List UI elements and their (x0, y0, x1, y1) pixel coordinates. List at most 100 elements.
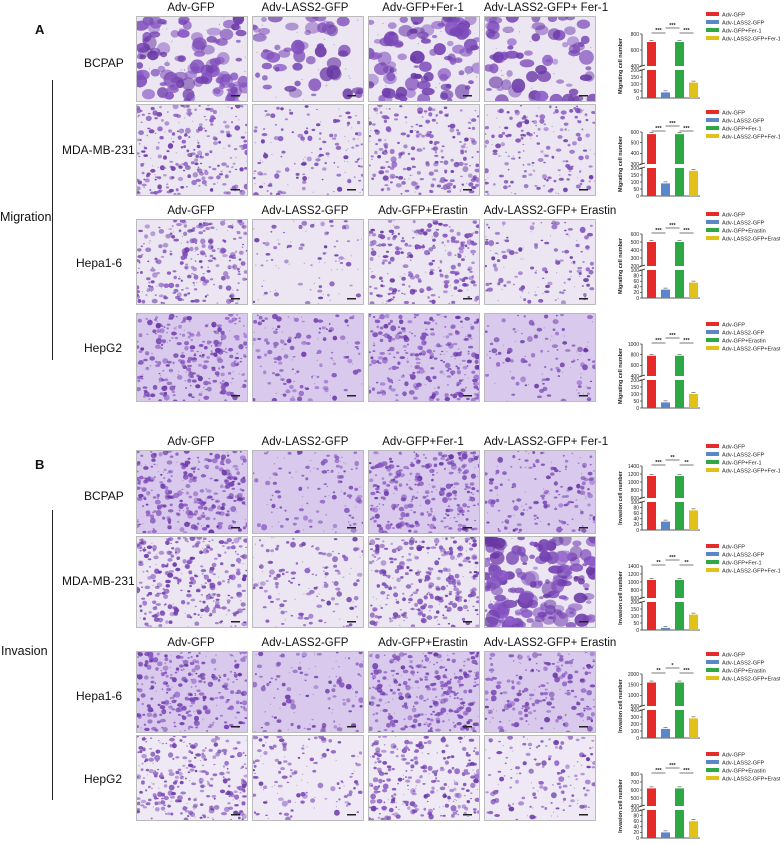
bar-4 (689, 171, 698, 196)
y-tick-label: 60 (633, 279, 639, 285)
col-title-b-1: Adv-GFP (136, 436, 246, 448)
significance-label: *** (655, 126, 662, 132)
bar-chart-2: Adv-GFPAdv-LASS2-GFPAdv-GFP+Fer-1Adv-LAS… (612, 106, 780, 202)
micrograph-a-bcpap-4 (484, 16, 596, 102)
bar-chart-4: Adv-GFPAdv-LASS2-GFPAdv-GFP+ErastinAdv-L… (612, 318, 780, 414)
legend-label-2: Adv-LASS2-GFP (722, 119, 765, 125)
legend-label-3: Adv-GFP+Erastin (722, 339, 766, 345)
col-title-a-1: Adv-GFP (136, 2, 246, 14)
y-tick-label: 300 (631, 715, 640, 721)
y-tick-label: 0 (636, 194, 639, 200)
legend-label-4: Adv-LASS2-GFP+Fer-1 (722, 135, 780, 141)
bar-3-upper (675, 356, 684, 376)
y-tick-label: 50 (633, 399, 639, 405)
y-tick-label: 300 (631, 256, 640, 262)
legend-label-4: Adv-LASS2-GFP+Fer-1 (722, 469, 780, 475)
y-tick-label: 800 (631, 772, 640, 778)
y-tick-label: 600 (631, 788, 640, 794)
y-tick-label: 1400 (628, 564, 639, 570)
y-tick-label: 100 (631, 392, 640, 398)
legend-label-3: Adv-GFP+Erastin (722, 769, 766, 775)
legend-swatch-1 (706, 752, 719, 756)
bar-1-upper (647, 356, 656, 376)
y-axis-label: Invasion cell number (618, 570, 624, 625)
col-title-a-2: Adv-LASS2-GFP (250, 2, 360, 14)
bar-chart-3: Adv-GFPAdv-LASS2-GFPAdv-GFP+ErastinAdv-L… (612, 208, 780, 304)
significance-label: *** (683, 28, 690, 34)
bar-3-upper (675, 580, 684, 598)
divider-b (52, 510, 53, 800)
y-tick-label: 50 (633, 187, 639, 193)
y-tick-label: 150 (631, 173, 640, 179)
legend-swatch-3 (706, 228, 719, 232)
y-axis-label: Migrating cell number (618, 347, 624, 404)
col-title-a-erastin-2: Adv-LASS2-GFP (250, 205, 360, 217)
legend-label-1: Adv-GFP (722, 753, 745, 759)
significance-label: *** (683, 126, 690, 132)
y-tick-label: 800 (631, 32, 640, 38)
y-tick-label: 40 (633, 517, 639, 523)
y-tick-label: 200 (631, 166, 640, 172)
y-tick-label: 80 (633, 813, 639, 819)
micrograph-a-hepa1-6-1 (136, 219, 248, 305)
y-tick-label: 0 (636, 628, 639, 634)
micrograph-a-mda-mb-231-4 (484, 104, 596, 196)
bar-3-lower (675, 168, 684, 196)
significance-label: *** (655, 460, 662, 466)
legend-label-1: Adv-GFP (722, 111, 745, 117)
significance-label: *** (655, 338, 662, 344)
legend-label-3: Adv-GFP+Fer-1 (722, 461, 762, 467)
y-tick-label: 400 (631, 151, 640, 157)
y-tick-label: 0 (636, 406, 639, 412)
legend-swatch-2 (706, 20, 719, 24)
bar-3-upper (675, 134, 684, 164)
legend-swatch-3 (706, 768, 719, 772)
significance-label: *** (655, 228, 662, 234)
y-axis-label: Invasion cell number (618, 470, 624, 525)
y-axis-label: Invasion cell number (618, 678, 624, 733)
col-title-b-3: Adv-GFP+Fer-1 (368, 436, 478, 448)
bar-1-lower (647, 810, 656, 838)
y-tick-label: 50 (633, 621, 639, 627)
row-label-b-hepa: Hepa1-6 (76, 689, 122, 703)
y-tick-label: 40 (633, 285, 639, 291)
bar-3-upper (675, 476, 684, 498)
micrograph-a-hepg2-3 (368, 313, 480, 402)
bar-1-lower (647, 380, 656, 408)
bar-2 (661, 729, 670, 738)
legend-swatch-4 (706, 36, 719, 40)
panel-letter-a: A (35, 22, 44, 37)
bar-2 (661, 290, 670, 298)
y-axis-label: Invasion cell number (618, 778, 624, 833)
micrograph-a-hepa1-6-3 (368, 219, 480, 305)
legend-swatch-2 (706, 330, 719, 334)
significance-label: *** (669, 121, 676, 127)
y-tick-label: 600 (631, 48, 640, 54)
micrograph-b-bcpap-4 (484, 450, 596, 534)
legend-label-1: Adv-GFP (722, 545, 745, 551)
legend-label-4: Adv-LASS2-GFP+Fer-1 (722, 37, 780, 43)
micrograph-a-mda-mb-231-1 (136, 104, 248, 196)
legend-label-3: Adv-GFP+Erastin (722, 669, 766, 675)
significance-label: *** (683, 668, 690, 674)
legend-swatch-2 (706, 760, 719, 764)
y-tick-label: 100 (631, 808, 640, 814)
y-tick-label: 2000 (628, 672, 639, 678)
significance-label: *** (655, 28, 662, 34)
row-label-a-hepa: Hepa1-6 (76, 256, 122, 270)
legend-label-2: Adv-LASS2-GFP (722, 331, 765, 337)
y-tick-label: 600 (631, 130, 640, 136)
bar-3-lower (675, 810, 684, 838)
y-tick-label: 40 (633, 825, 639, 831)
bar-3-upper (675, 788, 684, 806)
legend-swatch-2 (706, 220, 719, 224)
micrograph-b-hepa1-6-2 (252, 651, 364, 733)
y-tick-label: 60 (633, 819, 639, 825)
y-tick-label: 60 (633, 511, 639, 517)
bar-1-lower (647, 710, 656, 738)
bar-1-upper (647, 683, 656, 706)
col-title-a-3: Adv-GFP+Fer-1 (368, 2, 478, 14)
legend-label-2: Adv-LASS2-GFP (722, 553, 765, 559)
legend-swatch-4 (706, 676, 719, 680)
col-title-b-2: Adv-LASS2-GFP (250, 436, 360, 448)
